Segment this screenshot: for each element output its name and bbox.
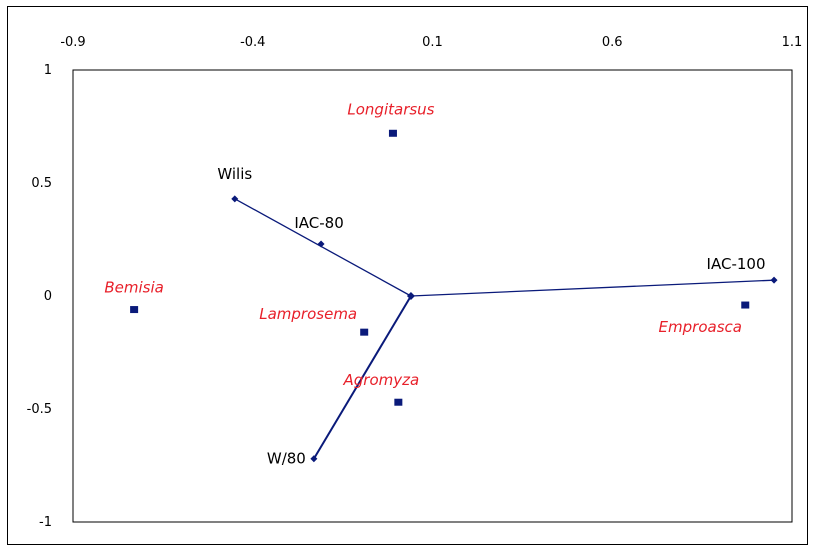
species-point-bemisia — [130, 306, 139, 314]
x-tick-label: 0.6 — [602, 35, 623, 50]
variety-point-wilis — [231, 195, 239, 203]
variety-label-iac-100: IAC-100 — [707, 255, 766, 273]
vector-lines — [234, 198, 775, 460]
y-tick-label: -0.5 — [27, 402, 52, 417]
species-point-emproasca — [741, 301, 750, 309]
origin-point — [406, 292, 415, 300]
data-points — [130, 129, 778, 463]
species-label-agromyza: Agromyza — [343, 371, 420, 389]
x-tick-label: 0.1 — [422, 35, 443, 50]
species-label-longitarsus: Longitarsus — [347, 100, 434, 118]
variety-label-iac-80: IAC-80 — [294, 214, 343, 232]
y-tick-labels: 1 0.5 0 -0.5 -1 — [27, 63, 52, 530]
y-tick-label: 0 — [44, 289, 52, 304]
species-point-agromyza — [394, 398, 403, 406]
vector-line-wilis — [234, 198, 412, 297]
plot-area — [72, 69, 793, 523]
vector-line-w-80 — [313, 295, 412, 460]
variety-point-iac-100 — [770, 276, 778, 284]
variety-point-w-80 — [310, 455, 318, 463]
variety-point-iac-80 — [317, 240, 325, 248]
vector-line-iac-100 — [410, 279, 775, 297]
point-labels: Wilis IAC-80 IAC-100 W/80 Longitarsus Bemisia… — [104, 100, 765, 467]
variety-label-wilis: Wilis — [217, 165, 252, 183]
species-point-longitarsus — [388, 129, 397, 137]
y-tick-label: 0.5 — [31, 176, 52, 191]
x-tick-label: -0.9 — [60, 35, 85, 50]
x-tick-label: 1.1 — [782, 35, 803, 50]
y-tick-label: -1 — [39, 515, 52, 530]
chart-frame — [7, 6, 808, 545]
variety-label-w-80: W/80 — [267, 450, 306, 468]
x-tick-label: -0.4 — [240, 35, 265, 50]
x-tick-labels: -0.9 -0.4 0.1 0.6 1.1 — [60, 35, 802, 50]
species-point-lamprosema — [360, 328, 369, 336]
y-tick-label: 1 — [44, 63, 52, 78]
species-label-bemisia: Bemisia — [104, 279, 163, 297]
species-label-emproasca: Emproasca — [659, 318, 742, 336]
species-label-lamprosema: Lamprosema — [259, 305, 357, 323]
